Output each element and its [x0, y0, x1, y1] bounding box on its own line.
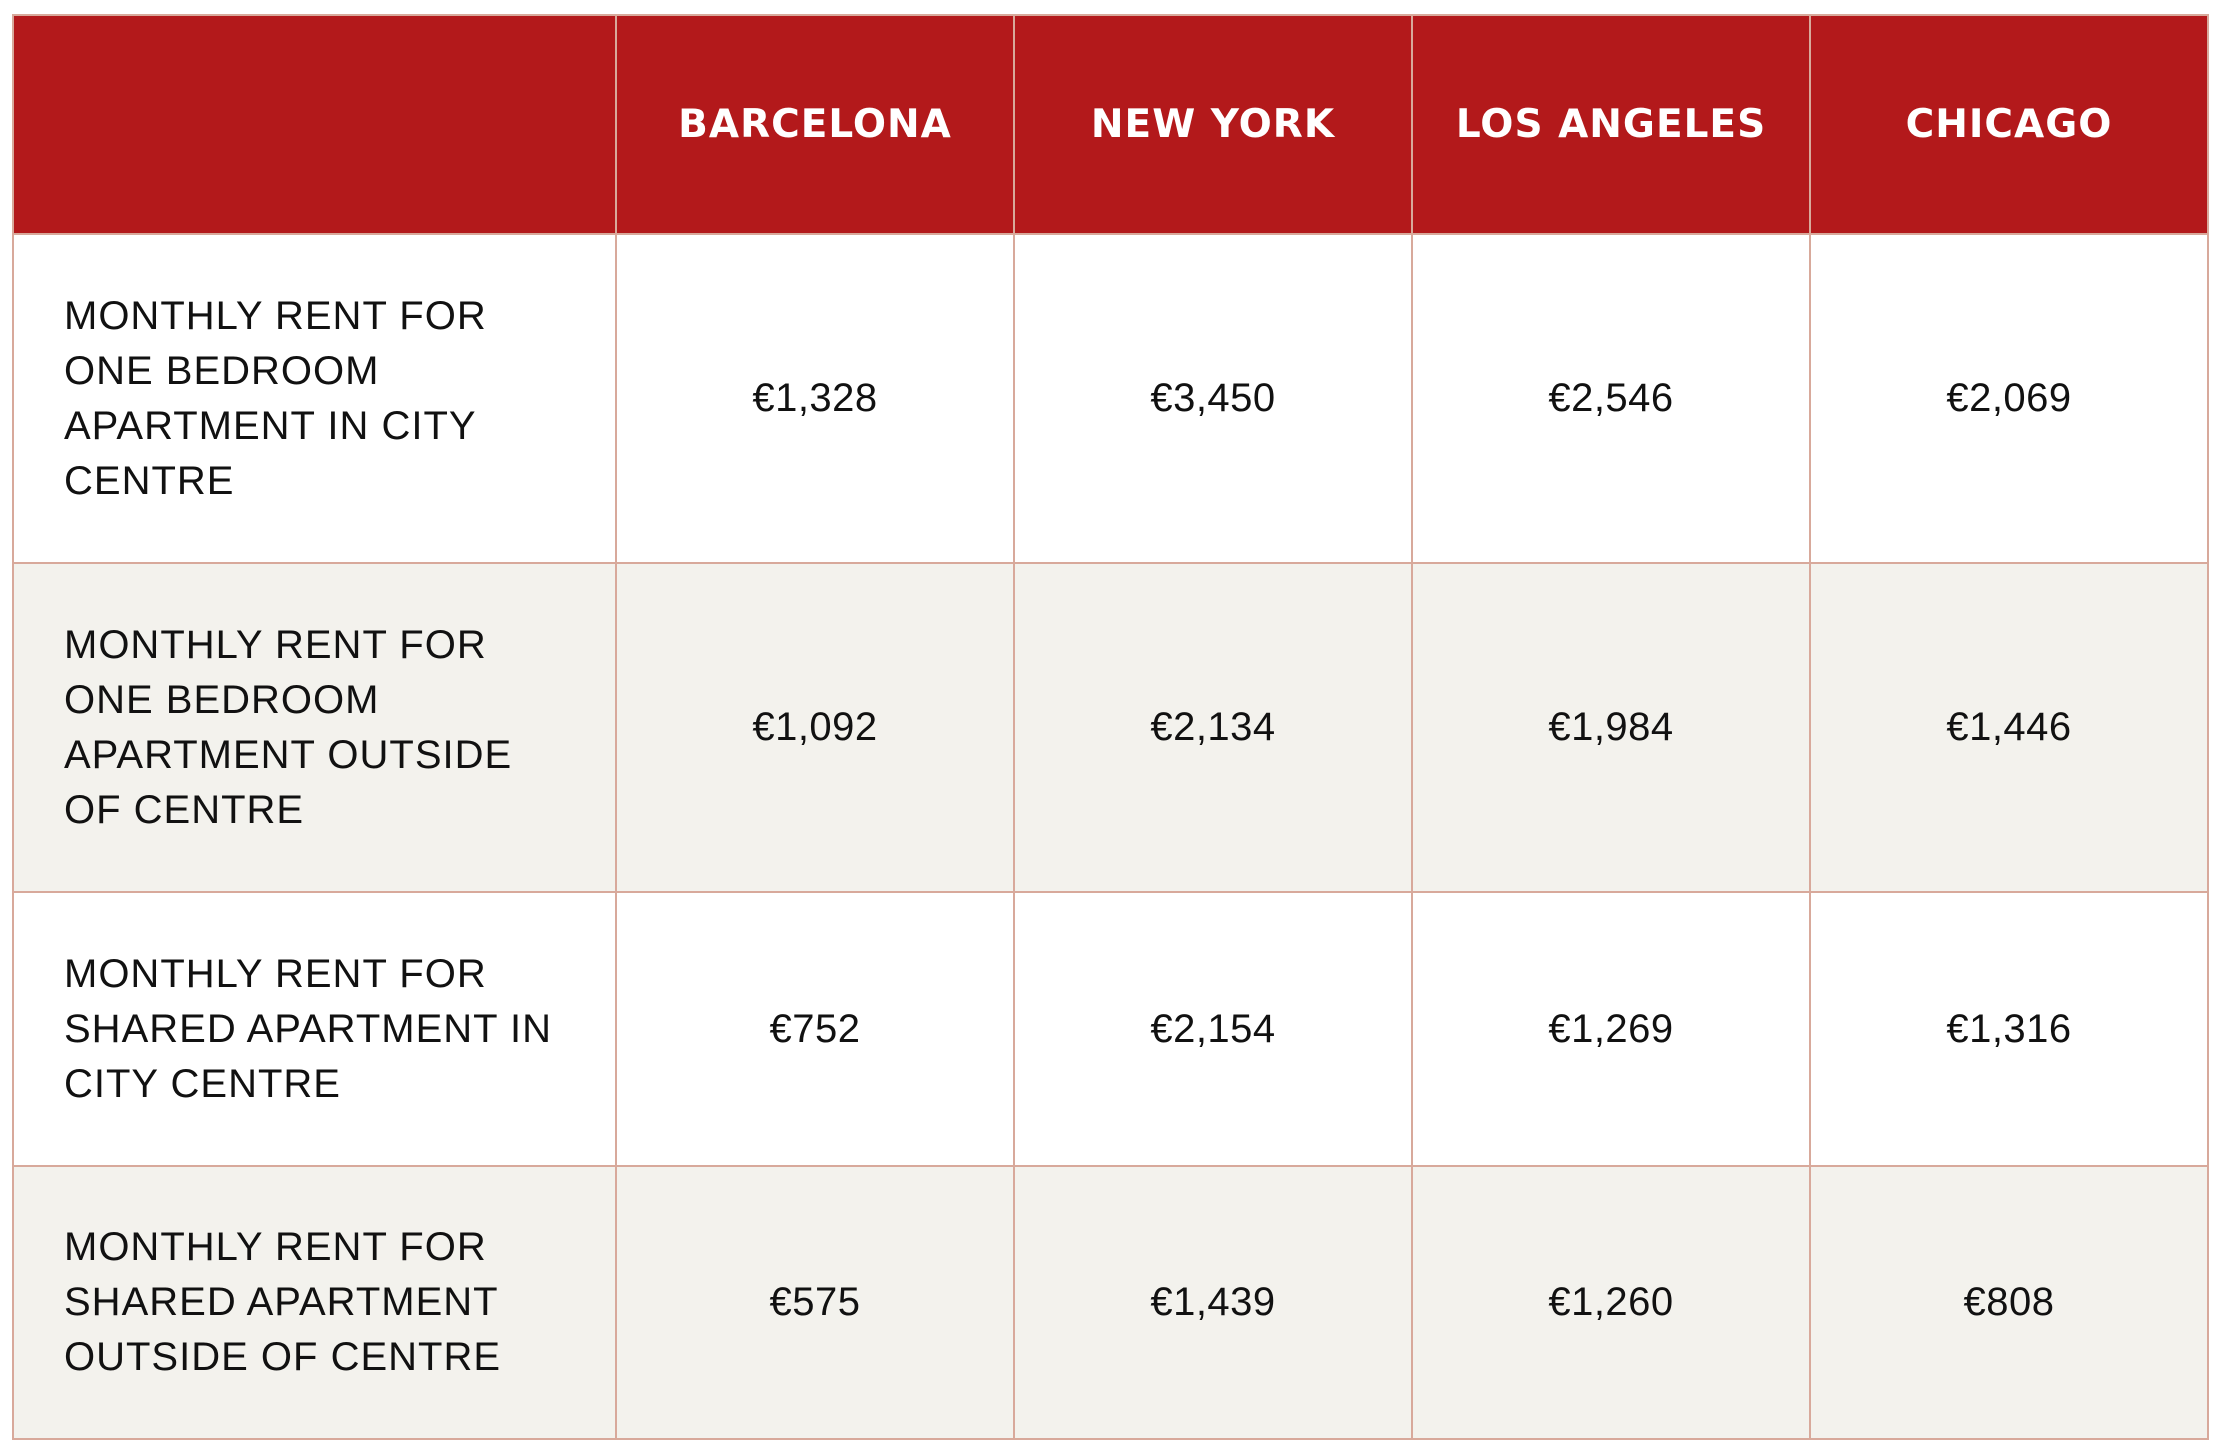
table-header: BARCELONA NEW YORK LOS ANGELES CHICAGO — [12, 14, 2209, 235]
value-cell-new-york: €2,134 — [1013, 562, 1413, 893]
value-cell-chicago: €1,316 — [1809, 891, 2209, 1167]
value-cell-new-york: €2,154 — [1013, 891, 1413, 1167]
rent-comparison-sheet: BARCELONA NEW YORK LOS ANGELES CHICAGO M… — [12, 14, 2209, 1440]
header-row: BARCELONA NEW YORK LOS ANGELES CHICAGO — [12, 14, 2209, 235]
header-city-los-angeles: LOS ANGELES — [1411, 14, 1811, 235]
table-row: MONTHLY RENT FOR SHARED APARTMENT OUTSID… — [12, 1165, 2209, 1440]
row-label: MONTHLY RENT FOR SHARED APARTMENT IN CIT… — [12, 891, 617, 1167]
table-row: MONTHLY RENT FOR SHARED APARTMENT IN CIT… — [12, 891, 2209, 1167]
value-cell-los-angeles: €1,260 — [1411, 1165, 1811, 1440]
value-cell-chicago: €2,069 — [1809, 233, 2209, 564]
value-cell-los-angeles: €1,984 — [1411, 562, 1811, 893]
value-cell-chicago: €1,446 — [1809, 562, 2209, 893]
value-cell-barcelona: €752 — [615, 891, 1015, 1167]
header-corner-cell — [12, 14, 617, 235]
row-label: MONTHLY RENT FOR ONE BEDROOM APARTMENT I… — [12, 233, 617, 564]
header-city-barcelona: BARCELONA — [615, 14, 1015, 235]
table-row: MONTHLY RENT FOR ONE BEDROOM APARTMENT I… — [12, 233, 2209, 564]
value-cell-barcelona: €575 — [615, 1165, 1015, 1440]
value-cell-new-york: €3,450 — [1013, 233, 1413, 564]
rent-comparison-table: BARCELONA NEW YORK LOS ANGELES CHICAGO M… — [12, 14, 2209, 1440]
value-cell-barcelona: €1,328 — [615, 233, 1015, 564]
row-label: MONTHLY RENT FOR ONE BEDROOM APARTMENT O… — [12, 562, 617, 893]
value-cell-los-angeles: €1,269 — [1411, 891, 1811, 1167]
value-cell-barcelona: €1,092 — [615, 562, 1015, 893]
header-city-new-york: NEW YORK — [1013, 14, 1413, 235]
value-cell-new-york: €1,439 — [1013, 1165, 1413, 1440]
table-body: MONTHLY RENT FOR ONE BEDROOM APARTMENT I… — [12, 233, 2209, 1440]
header-city-chicago: CHICAGO — [1809, 14, 2209, 235]
value-cell-los-angeles: €2,546 — [1411, 233, 1811, 564]
value-cell-chicago: €808 — [1809, 1165, 2209, 1440]
row-label: MONTHLY RENT FOR SHARED APARTMENT OUTSID… — [12, 1165, 617, 1440]
table-row: MONTHLY RENT FOR ONE BEDROOM APARTMENT O… — [12, 562, 2209, 893]
